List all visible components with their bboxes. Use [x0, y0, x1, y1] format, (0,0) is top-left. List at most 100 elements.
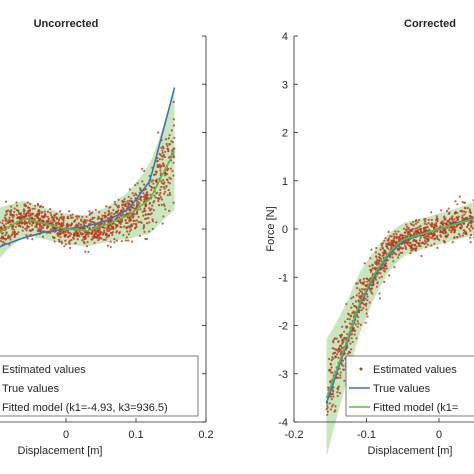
estimated-point [383, 239, 386, 242]
right-legend-marker-estimated [359, 367, 363, 371]
estimated-point [374, 277, 377, 280]
estimated-point [35, 214, 39, 217]
estimated-point [102, 226, 105, 229]
estimated-point [332, 395, 335, 398]
estimated-point [432, 232, 435, 235]
estimated-point [414, 220, 417, 223]
estimated-point [53, 219, 56, 222]
estimated-point [145, 222, 149, 225]
estimated-point [110, 224, 113, 227]
estimated-point [414, 249, 417, 252]
estimated-point [402, 227, 406, 230]
estimated-point [458, 195, 461, 198]
estimated-point [432, 226, 435, 229]
estimated-point [125, 236, 128, 239]
estimated-point [419, 228, 423, 231]
estimated-point [80, 233, 83, 236]
estimated-point [85, 245, 89, 248]
estimated-point [422, 242, 425, 245]
estimated-point [137, 221, 140, 224]
estimated-point [427, 239, 430, 242]
estimated-point [152, 182, 155, 185]
estimated-point [90, 232, 94, 236]
estimated-point [379, 272, 382, 275]
estimated-point [326, 404, 329, 407]
estimated-point [468, 215, 471, 218]
estimated-point [332, 403, 335, 406]
estimated-point [450, 225, 453, 229]
estimated-point [334, 409, 337, 412]
estimated-point [453, 229, 456, 232]
estimated-point [60, 242, 64, 245]
estimated-point [151, 204, 154, 207]
estimated-point [20, 222, 23, 225]
estimated-point [41, 205, 45, 209]
estimated-point [44, 213, 47, 216]
estimated-point [329, 380, 332, 383]
estimated-point [159, 153, 162, 157]
estimated-point [415, 240, 418, 243]
estimated-point [453, 236, 456, 240]
estimated-point [130, 199, 133, 203]
estimated-point [348, 351, 351, 354]
estimated-point [342, 364, 345, 367]
estimated-point [101, 214, 104, 217]
estimated-point [395, 253, 398, 256]
estimated-point [10, 209, 13, 212]
estimated-point [68, 210, 71, 213]
estimated-point [42, 223, 45, 226]
estimated-point [27, 212, 30, 215]
estimated-point [383, 280, 386, 283]
estimated-point [359, 281, 363, 284]
estimated-point [84, 250, 87, 253]
estimated-point [151, 227, 154, 230]
estimated-point [418, 239, 421, 242]
estimated-point [97, 235, 100, 238]
estimated-point [77, 222, 80, 225]
estimated-point [435, 215, 438, 218]
estimated-point [385, 267, 389, 270]
estimated-point [76, 238, 79, 241]
estimated-point [408, 229, 411, 233]
estimated-point [164, 171, 167, 175]
estimated-point [439, 229, 442, 233]
estimated-point [155, 170, 158, 174]
estimated-point [3, 242, 6, 245]
estimated-point [331, 347, 334, 350]
estimated-point [12, 214, 15, 217]
estimated-point [39, 219, 42, 222]
estimated-point [448, 229, 451, 232]
estimated-point [350, 333, 354, 336]
estimated-point [456, 218, 460, 221]
estimated-point [139, 189, 142, 192]
estimated-point [436, 237, 439, 240]
estimated-point [115, 239, 118, 242]
estimated-point [47, 225, 50, 228]
left-x-axis-label: Displacement [m] [18, 445, 103, 457]
estimated-point [416, 227, 419, 230]
estimated-point [132, 204, 135, 207]
series-lines [0, 87, 474, 403]
estimated-point [76, 215, 79, 218]
estimated-point [414, 222, 418, 225]
estimated-point [124, 221, 128, 225]
estimated-point [446, 220, 449, 223]
estimated-point [43, 210, 46, 213]
estimated-point [81, 215, 84, 218]
estimated-point [325, 408, 328, 411]
estimated-point [0, 240, 2, 243]
estimated-point [378, 253, 382, 257]
estimated-point [389, 256, 392, 259]
estimated-point [142, 227, 145, 230]
estimated-point [445, 223, 448, 226]
estimated-point [444, 232, 447, 235]
estimated-point [108, 213, 111, 216]
estimated-point [74, 225, 77, 228]
estimated-point [426, 243, 429, 246]
estimated-point [158, 158, 161, 161]
right-axes-ticks: -0.2 -0.1 0 4 3 2 1 0 -1 -2 -3 -4 [278, 31, 442, 441]
estimated-point [357, 311, 361, 314]
right-legend-label-estimated: Estimated values [373, 364, 457, 376]
estimated-point [328, 357, 331, 361]
estimated-point [67, 217, 70, 220]
